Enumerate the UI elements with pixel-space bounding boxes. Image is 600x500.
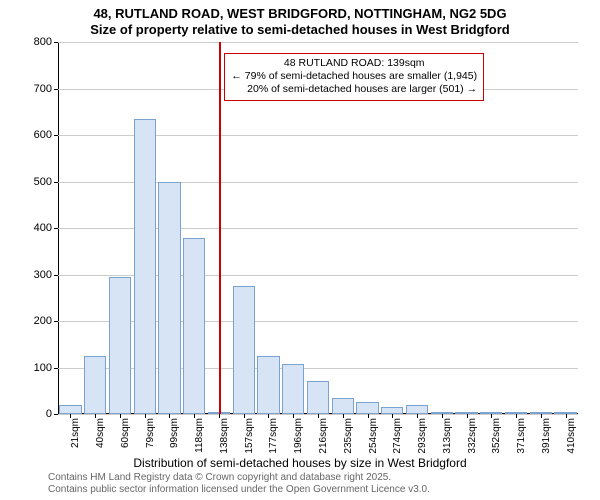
histogram-bar xyxy=(158,182,180,414)
footnote: Contains HM Land Registry data © Crown c… xyxy=(48,472,430,496)
ytick-mark xyxy=(54,275,58,276)
ytick-label: 300 xyxy=(34,269,52,281)
histogram-bar xyxy=(406,405,428,414)
xtick-label: 391sqm xyxy=(541,418,552,454)
histogram-bar xyxy=(307,381,329,414)
ytick-label: 200 xyxy=(34,315,52,327)
xtick-label: 371sqm xyxy=(516,418,527,454)
ytick-mark xyxy=(54,414,58,415)
ytick-mark xyxy=(54,182,58,183)
footnote-line1: Contains HM Land Registry data © Crown c… xyxy=(48,472,430,484)
ytick-label: 500 xyxy=(34,176,52,188)
chart-title-line1: 48, RUTLAND ROAD, WEST BRIDGFORD, NOTTIN… xyxy=(0,6,600,21)
histogram-chart: 48, RUTLAND ROAD, WEST BRIDGFORD, NOTTIN… xyxy=(0,0,600,500)
ytick-label: 0 xyxy=(46,408,52,420)
xtick-label: 254sqm xyxy=(368,418,379,454)
xtick-label: 99sqm xyxy=(169,418,180,448)
xtick-label: 157sqm xyxy=(244,418,255,454)
xtick-label: 21sqm xyxy=(70,418,81,448)
ytick-label: 800 xyxy=(34,36,52,48)
ytick-mark xyxy=(54,228,58,229)
xtick-label: 79sqm xyxy=(145,418,156,448)
histogram-bar xyxy=(381,407,403,414)
histogram-bar xyxy=(134,119,156,414)
xtick-label: 410sqm xyxy=(566,418,577,454)
chart-title-line2: Size of property relative to semi-detach… xyxy=(0,22,600,37)
ytick-mark xyxy=(54,368,58,369)
ytick-mark xyxy=(54,321,58,322)
xtick-label: 118sqm xyxy=(194,418,205,453)
xtick-label: 332sqm xyxy=(467,418,478,454)
xtick-label: 60sqm xyxy=(120,418,131,448)
histogram-bar xyxy=(282,364,304,414)
histogram-bar xyxy=(257,356,279,414)
histogram-bar xyxy=(183,238,205,414)
xtick-label: 196sqm xyxy=(293,418,304,454)
property-marker-line xyxy=(219,42,221,414)
ytick-label: 600 xyxy=(34,129,52,141)
xtick-label: 138sqm xyxy=(219,418,230,454)
annotation-line1: 48 RUTLAND ROAD: 139sqm xyxy=(231,57,477,70)
xtick-label: 177sqm xyxy=(268,418,279,454)
histogram-bar xyxy=(84,356,106,414)
grid-line xyxy=(58,42,578,43)
ytick-mark xyxy=(54,42,58,43)
ytick-label: 400 xyxy=(34,222,52,234)
histogram-bar xyxy=(356,402,378,414)
ytick-mark xyxy=(54,135,58,136)
annotation-line2: ← 79% of semi-detached houses are smalle… xyxy=(231,70,477,83)
footnote-line2: Contains public sector information licen… xyxy=(48,484,430,496)
plot-area: 010020030040050060070080021sqm40sqm60sqm… xyxy=(58,42,578,414)
xtick-label: 352sqm xyxy=(491,418,502,454)
x-axis-label: Distribution of semi-detached houses by … xyxy=(0,456,600,470)
histogram-bar xyxy=(233,286,255,414)
ytick-label: 700 xyxy=(34,83,52,95)
annotation-box: 48 RUTLAND ROAD: 139sqm← 79% of semi-det… xyxy=(224,53,484,100)
xtick-label: 274sqm xyxy=(392,418,403,454)
xtick-label: 216sqm xyxy=(318,418,329,454)
ytick-mark xyxy=(54,89,58,90)
histogram-bar xyxy=(59,405,81,414)
annotation-line3: 20% of semi-detached houses are larger (… xyxy=(231,83,477,96)
xtick-label: 313sqm xyxy=(442,418,453,454)
histogram-bar xyxy=(109,277,131,414)
histogram-bar xyxy=(332,398,354,414)
xtick-label: 235sqm xyxy=(343,418,354,454)
xtick-label: 293sqm xyxy=(417,418,428,454)
ytick-label: 100 xyxy=(34,362,52,374)
xtick-label: 40sqm xyxy=(95,418,106,448)
